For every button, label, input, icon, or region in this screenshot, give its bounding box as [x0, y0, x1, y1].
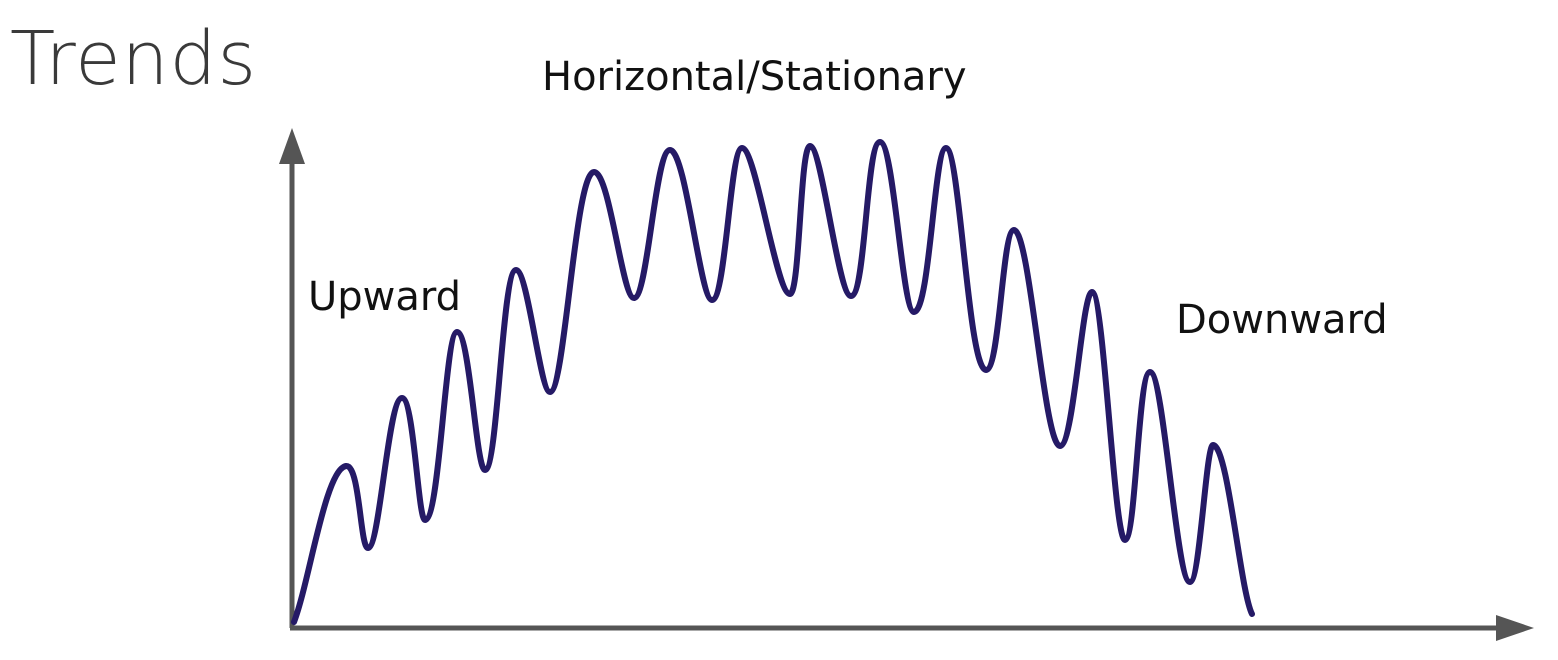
- label-horizontal-stationary: Horizontal/Stationary: [542, 54, 967, 100]
- label-downward: Downward: [1176, 297, 1388, 343]
- x-axis-arrowhead: [1496, 615, 1534, 641]
- y-axis-arrowhead: [279, 128, 305, 164]
- label-upward: Upward: [308, 274, 461, 320]
- axes: [279, 128, 1534, 641]
- page-title: Trends: [10, 16, 258, 102]
- trend-wave-curve: [291, 139, 1255, 625]
